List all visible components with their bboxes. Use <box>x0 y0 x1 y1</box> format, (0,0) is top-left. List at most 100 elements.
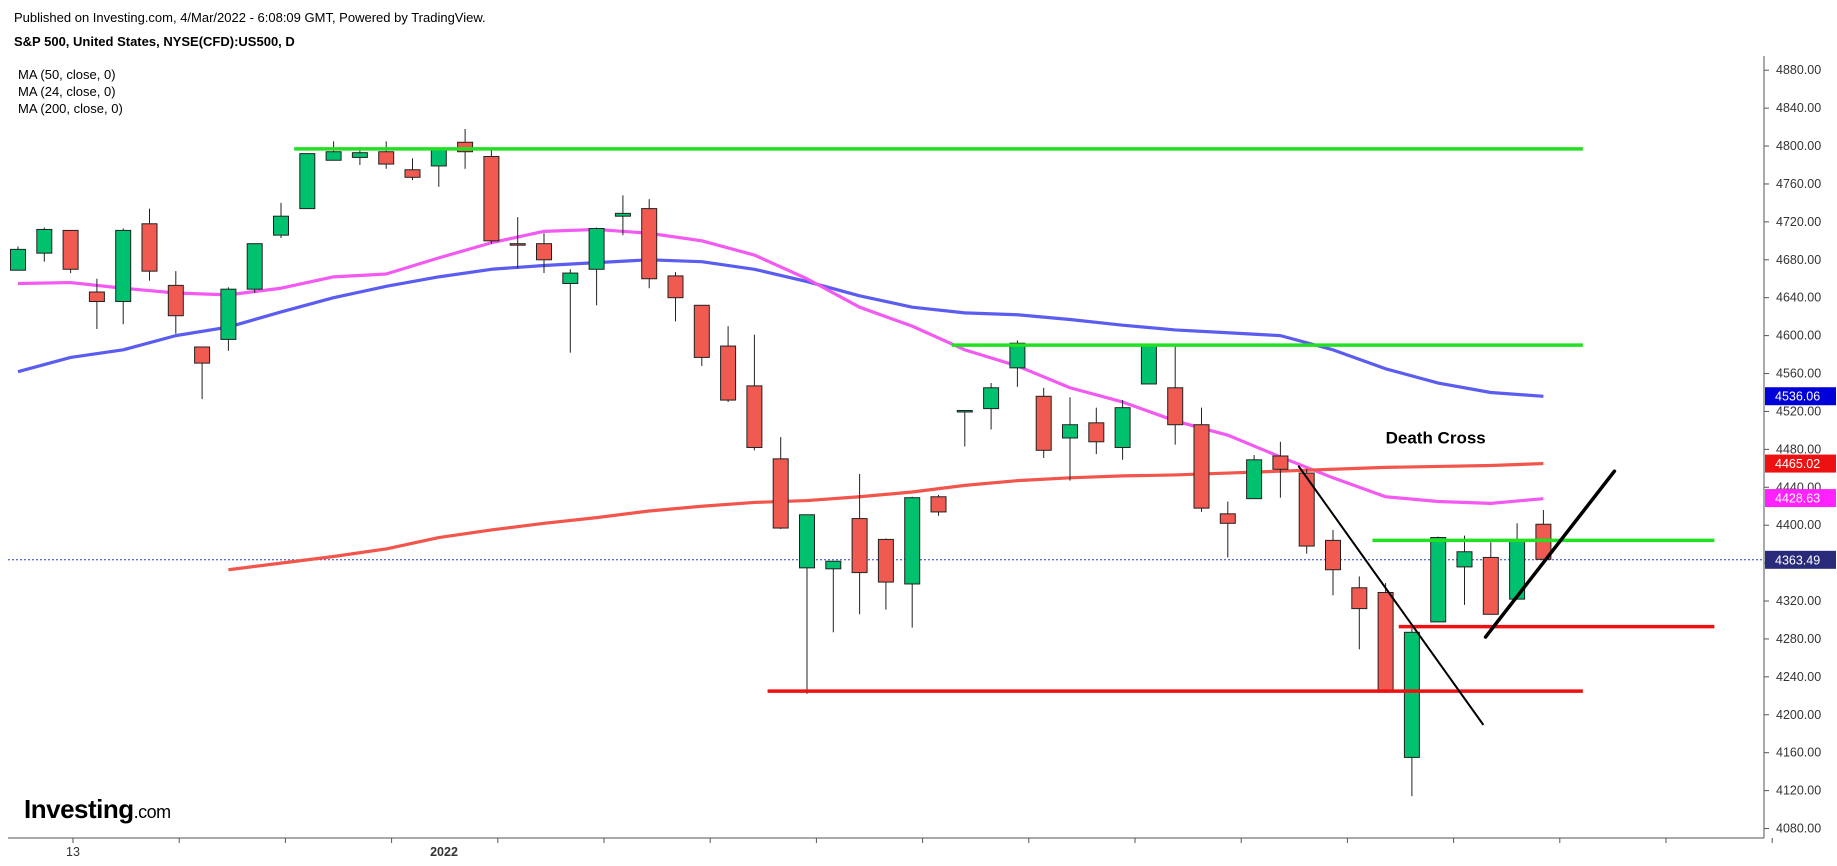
candle-body <box>457 141 474 153</box>
candle-body <box>1272 455 1289 470</box>
candle-down <box>1482 542 1499 615</box>
candle-up <box>588 227 605 306</box>
candle-up <box>1009 340 1026 387</box>
price-label-box <box>1765 489 1836 508</box>
candle-down <box>1298 469 1315 554</box>
candle-up <box>273 202 289 238</box>
y-tick-label: 4080.00 <box>1776 822 1821 836</box>
candle-up <box>1403 624 1420 797</box>
candle-body <box>378 151 395 165</box>
y-tick-label: 4760.00 <box>1776 177 1821 191</box>
ma-legend-50: MA (50, close, 0) <box>18 67 116 82</box>
candle-up <box>36 227 53 262</box>
candle-body <box>851 518 868 574</box>
candle-down <box>1035 387 1052 458</box>
candle-down <box>1088 407 1105 455</box>
price-label: 4536.06 <box>1765 387 1836 406</box>
candle-body <box>88 291 105 303</box>
y-tick-label: 4800.00 <box>1776 139 1821 153</box>
candle-down <box>483 148 500 244</box>
candle-body <box>930 496 947 513</box>
candle-down <box>378 141 395 169</box>
candle-up <box>614 195 631 236</box>
candle-down <box>930 494 947 516</box>
y-tick-label: 4200.00 <box>1776 708 1821 722</box>
y-tick-label: 4120.00 <box>1776 784 1821 798</box>
candle-up <box>1430 536 1447 623</box>
price-label-box <box>1765 454 1836 473</box>
y-tick-label: 4400.00 <box>1776 518 1821 532</box>
candle-down <box>877 538 894 610</box>
candle-body <box>825 560 842 570</box>
candle-body <box>667 275 684 299</box>
candle-body <box>1246 459 1263 500</box>
candle-body <box>983 387 1000 410</box>
y-tick-label: 4840.00 <box>1776 101 1821 115</box>
candle-down <box>693 304 710 366</box>
candle-body <box>246 243 263 290</box>
candle-body <box>720 345 737 401</box>
candle-up <box>904 496 921 628</box>
price-label-text: 4465.02 <box>1775 457 1820 471</box>
candle-down <box>720 326 737 402</box>
candle-body <box>1456 551 1473 568</box>
candle-up <box>1456 535 1473 605</box>
candle-down <box>1272 441 1289 498</box>
candle-up <box>115 228 132 325</box>
candle-up <box>562 269 579 353</box>
candle-down <box>1325 529 1341 596</box>
candle-down <box>167 271 184 334</box>
candle-body <box>273 215 289 236</box>
y-tick-label: 4720.00 <box>1776 215 1821 229</box>
candle-down <box>851 474 868 615</box>
candle-body <box>167 284 184 317</box>
candle-body <box>1430 537 1447 623</box>
candle-up <box>220 287 237 351</box>
candle-down <box>641 199 658 289</box>
candle-body <box>509 243 526 246</box>
candle-body <box>1482 556 1499 615</box>
y-tick-label: 4600.00 <box>1776 329 1821 343</box>
candle-body <box>536 243 552 261</box>
ma-legend: MA (50, close, 0) MA (24, close, 0) MA (… <box>18 66 123 117</box>
y-tick-label: 4640.00 <box>1776 291 1821 305</box>
candle-body <box>614 212 631 217</box>
candle-body <box>220 288 237 340</box>
candle-body <box>36 228 53 254</box>
trendline <box>1483 469 1617 639</box>
candle-body <box>1114 407 1131 448</box>
price-label-text: 4536.06 <box>1775 390 1820 404</box>
ma-50-line <box>17 258 1544 398</box>
candle-down <box>1219 501 1236 558</box>
ma-24-line <box>17 227 1544 505</box>
candle-body <box>1325 539 1341 571</box>
candle-body <box>115 229 132 303</box>
y-tick-label: 4160.00 <box>1776 746 1821 760</box>
y-tick-label: 4480.00 <box>1776 442 1821 456</box>
y-tick-label: 4680.00 <box>1776 253 1821 267</box>
candle-body <box>1035 395 1052 451</box>
published-line: Published on Investing.com, 4/Mar/2022 -… <box>14 10 486 25</box>
candle-body <box>956 410 973 413</box>
candle-body <box>641 208 658 280</box>
candle-body <box>1009 342 1026 369</box>
candle-body <box>430 149 447 167</box>
candle-body <box>299 153 316 210</box>
y-tick-label: 4560.00 <box>1776 367 1821 381</box>
price-label: 4428.63 <box>1765 489 1836 508</box>
candle-body <box>693 304 710 358</box>
candle-body <box>1219 513 1236 524</box>
candle-down <box>536 233 552 274</box>
y-tick-label: 4320.00 <box>1776 594 1821 608</box>
candle-body <box>799 514 815 569</box>
logo-suffix: .com <box>133 802 172 822</box>
candle-up <box>983 383 1000 430</box>
candle-body <box>877 538 894 583</box>
candle-body <box>1062 424 1078 439</box>
price-label: 4363.49 <box>1765 550 1836 569</box>
candle-body <box>483 155 500 242</box>
y-tick-label: 4240.00 <box>1776 670 1821 684</box>
investing-logo: Investing.com <box>24 794 171 825</box>
candle-body <box>1403 631 1420 758</box>
candle-down <box>1193 407 1210 512</box>
